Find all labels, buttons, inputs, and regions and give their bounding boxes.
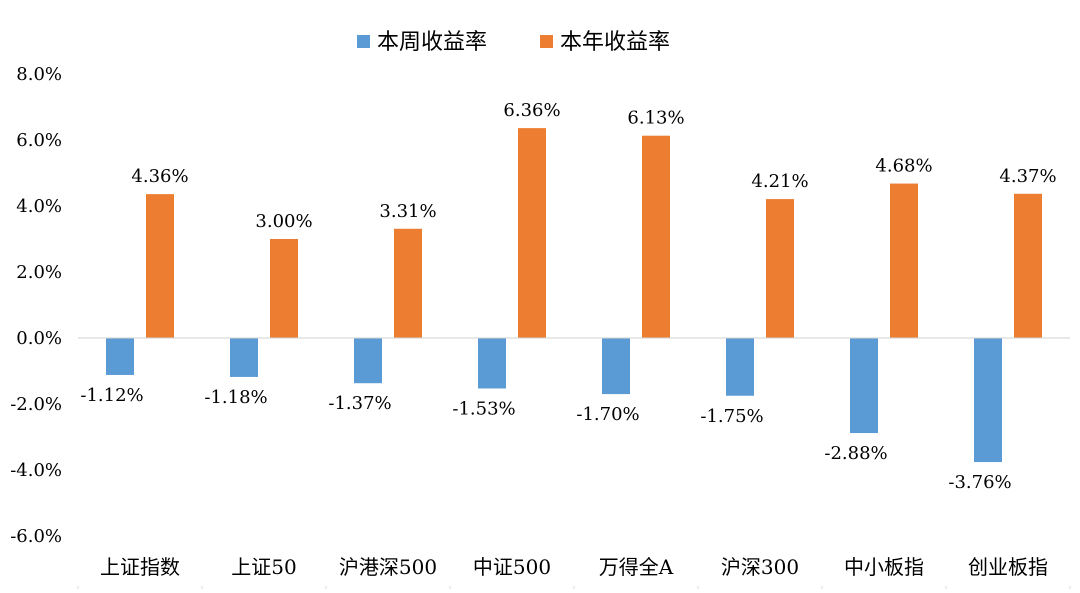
data-label-weekly-7: -2.88% [824,443,887,464]
data-label-ytd-3: 3.31% [379,201,436,222]
bar-ytd-6 [766,199,794,338]
bar-ytd-8 [1014,193,1042,338]
data-label-ytd-2: 3.00% [255,211,312,232]
bar-ytd-4 [518,128,546,338]
bar-weekly-5 [602,338,630,395]
legend: 本周收益率 本年收益率 [357,30,670,55]
legend-swatch-2 [540,35,553,48]
y-tick-label: -6.0% [10,526,62,547]
x-category-label: 上证指数 [100,555,180,579]
bar-ytd-2 [270,239,298,338]
bar-weekly-6 [726,338,754,396]
data-label-weekly-4: -1.53% [452,398,515,419]
legend-swatch-1 [357,35,370,48]
legend-label-1: 本周收益率 [377,30,487,55]
y-tick-label: -4.0% [10,460,62,481]
bars [106,128,1042,463]
y-tick-label: 4.0% [16,196,62,217]
bar-ytd-3 [394,228,422,338]
bar-weekly-8 [974,338,1002,463]
bar-weekly-7 [850,338,878,434]
x-category-label: 沪深300 [721,555,799,579]
y-tick-label: 0.0% [16,328,62,349]
x-category-label: 中小板指 [844,555,924,579]
y-tick-label: 8.0% [16,64,62,85]
y-tick-label: -2.0% [10,394,62,415]
data-label-weekly-3: -1.37% [328,393,391,414]
data-label-ytd-8: 4.37% [999,166,1056,187]
y-tick-label: 2.0% [16,262,62,283]
data-label-weekly-5: -1.70% [576,404,639,425]
x-axis: 上证指数 上证50 沪港深500 中证500 万得全A 沪深300 中小板指 创业板指 [77,337,1071,589]
data-label-ytd-6: 4.21% [751,171,808,192]
data-label-ytd-4: 6.36% [503,100,560,121]
bar-ytd-5 [642,135,670,338]
legend-label-2: 本年收益率 [560,30,670,55]
data-label-ytd-7: 4.68% [875,156,932,177]
bar-ytd-1 [146,194,174,338]
x-category-label: 中证500 [473,555,551,579]
data-label-weekly-1: -1.12% [80,385,143,406]
bar-weekly-3 [354,338,382,384]
data-label-weekly-6: -1.75% [700,406,763,427]
x-category-label: 上证50 [231,555,296,579]
data-label-ytd-5: 6.13% [627,108,684,129]
data-label-ytd-1: 4.36% [131,166,188,187]
x-category-label: 万得全A [599,555,674,579]
data-label-weekly-8: -3.76% [948,472,1011,493]
bar-ytd-7 [890,183,918,338]
bar-weekly-4 [478,338,506,389]
x-category-label: 创业板指 [968,555,1048,579]
y-tick-label: 6.0% [16,130,62,151]
bar-weekly-2 [230,338,258,377]
data-labels: -1.12% 4.36% -1.18% 3.00% -1.37% 3.31% -1.53% 6… [80,100,1056,493]
x-category-label: 沪港深500 [339,555,437,579]
y-axis: 8.0% 6.0% 4.0% 2.0% 0.0% -2.0% -4.0% -6.0% [10,64,62,547]
data-label-weekly-2: -1.18% [204,387,267,408]
bar-weekly-1 [106,338,134,375]
